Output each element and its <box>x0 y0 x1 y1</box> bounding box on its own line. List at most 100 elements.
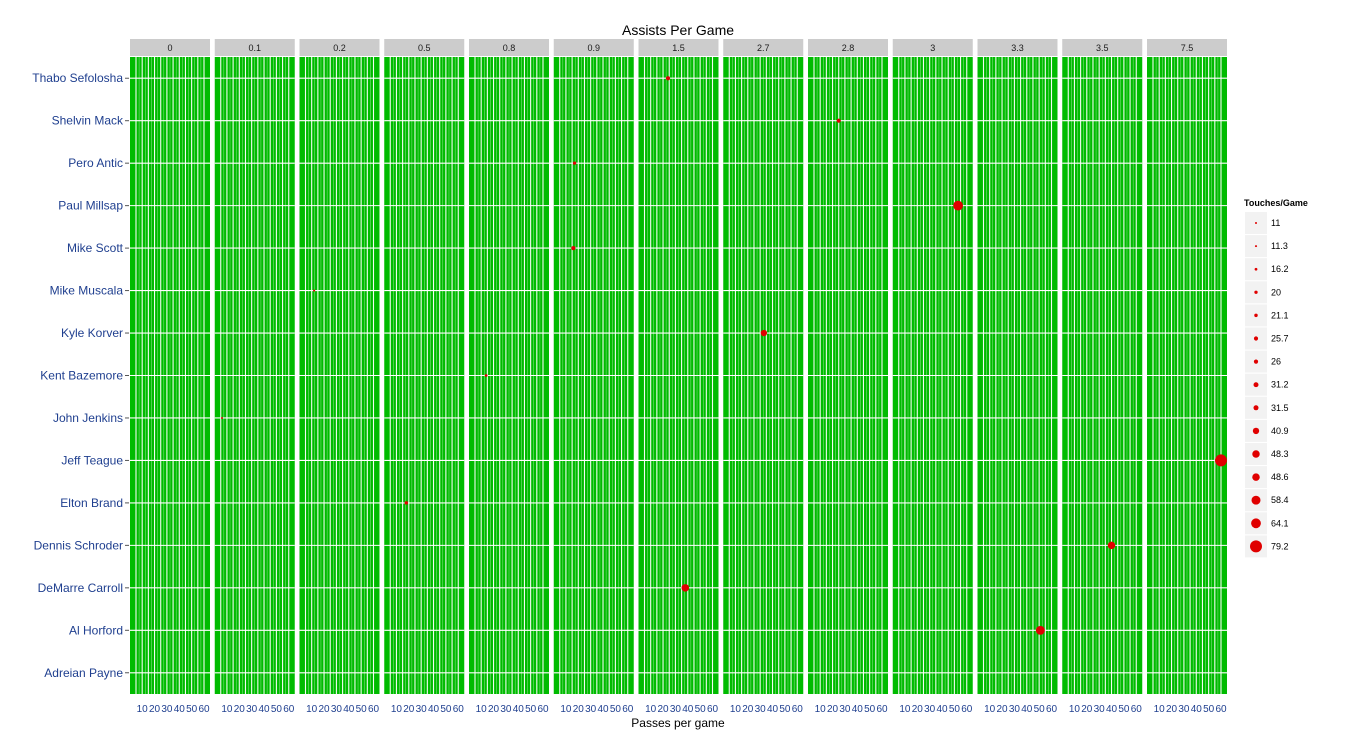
x-tick-label: 50 <box>525 704 537 715</box>
facet-panel: 7.5 10 20 30 40 50 60 <box>1147 39 1227 715</box>
legend-key-point <box>1253 405 1259 411</box>
size-legend: Touches/Game 11 11.3 16.2 20 21.1 25.7 26 31.2 3… <box>1244 198 1308 558</box>
x-tick-label: 40 <box>428 704 440 715</box>
x-tick-label: 40 <box>682 704 694 715</box>
facet-panel: 0.1 10 20 30 40 50 60 <box>214 39 295 715</box>
x-tick-label: 40 <box>1021 704 1033 715</box>
facet-strip <box>638 39 719 56</box>
legend-key-label: 21.1 <box>1271 310 1289 320</box>
facet-panel: 2.8 10 20 30 40 50 60 <box>808 39 888 715</box>
x-tick-label: 30 <box>416 704 428 715</box>
data-point <box>484 374 488 377</box>
x-tick-label: 40 <box>174 704 186 715</box>
y-tick-label: Thabo Sefolosha <box>32 71 123 85</box>
facet-strip <box>1147 39 1227 56</box>
x-tick-label: 50 <box>779 704 791 715</box>
x-tick-label: 20 <box>1081 704 1093 715</box>
x-tick-label: 30 <box>839 704 851 715</box>
legend-key-point <box>1255 222 1257 224</box>
data-point <box>220 416 223 419</box>
x-tick-label: 10 <box>221 704 233 715</box>
x-tick-label: 60 <box>876 704 888 715</box>
x-tick-label: 20 <box>318 704 330 715</box>
x-tick-label: 50 <box>864 704 876 715</box>
x-tick-label: 40 <box>936 704 948 715</box>
facet-strip-label: 0.1 <box>248 43 261 53</box>
x-tick-label: 30 <box>246 704 258 715</box>
legend-key-label: 25.7 <box>1271 334 1289 344</box>
facet-panel: 0.8 10 20 30 40 50 60 <box>469 39 549 715</box>
x-tick-label: 10 <box>137 704 149 715</box>
y-tick-label: John Jenkins <box>53 411 123 425</box>
data-point <box>572 161 577 165</box>
legend-key-point <box>1252 473 1260 481</box>
legend-key-point <box>1251 495 1261 505</box>
legend-key-point <box>1251 518 1261 529</box>
facet-strip <box>723 39 804 56</box>
x-tick-label: 60 <box>622 704 634 715</box>
legend-key-label: 26 <box>1271 357 1281 367</box>
x-tick-label: 20 <box>234 704 246 715</box>
y-tick-label: Kent Bazemore <box>40 369 123 383</box>
legend-key-point <box>1250 540 1262 553</box>
x-tick-label: 40 <box>513 704 525 715</box>
x-tick-label: 10 <box>730 704 742 715</box>
x-tick-label: 50 <box>1034 704 1046 715</box>
x-tick-label: 40 <box>1191 704 1203 715</box>
y-tick-label: Kyle Korver <box>61 326 123 340</box>
facet-panel: 3.5 10 20 30 40 50 60 <box>1062 39 1143 715</box>
y-tick-label: Dennis Schroder <box>34 538 123 552</box>
legend-key-label: 31.2 <box>1271 380 1289 390</box>
x-tick-label: 60 <box>198 704 210 715</box>
x-tick-label: 60 <box>368 704 380 715</box>
x-tick-label: 60 <box>1215 704 1227 715</box>
legend-key-label: 11.3 <box>1271 241 1288 251</box>
x-tick-label: 40 <box>258 704 270 715</box>
facet-strip <box>892 39 973 56</box>
facet-panels: 010 20 30 40 50 600.110 20 30 40 50 600.210 20 30 40 5… <box>130 39 1227 715</box>
data-point <box>760 329 768 337</box>
x-tick-label: 20 <box>1166 704 1178 715</box>
x-tick-label: 50 <box>271 704 283 715</box>
facet-strip <box>808 39 888 56</box>
x-tick-label: 10 <box>306 704 318 715</box>
facet-panel: 3 10 20 30 40 50 60 <box>892 39 973 715</box>
legend-key-label: 79.2 <box>1271 541 1289 551</box>
facet-strip-label: 3.3 <box>1011 43 1024 53</box>
y-tick-label: Jeff Teague <box>61 453 123 467</box>
facet-strip-label: 2.8 <box>842 43 855 53</box>
facet-strip-label: 0 <box>167 43 172 53</box>
data-point <box>681 584 690 592</box>
x-tick-label: 20 <box>912 704 924 715</box>
x-tick-label: 60 <box>537 704 549 715</box>
x-tick-label: 10 <box>476 704 488 715</box>
facet-strip <box>384 39 465 56</box>
x-tick-label: 30 <box>585 704 597 715</box>
data-point <box>1107 541 1116 550</box>
facet-panel: 0.5 10 20 30 40 50 60 <box>384 39 465 715</box>
legend-key-point <box>1254 245 1258 248</box>
facet-panel: 0.2 10 20 30 40 50 60 <box>299 39 380 715</box>
facet-strip-label: 3.5 <box>1096 43 1109 53</box>
x-tick-label: 50 <box>1118 704 1130 715</box>
x-tick-label: 20 <box>827 704 839 715</box>
x-tick-label: 60 <box>453 704 465 715</box>
x-tick-label: 50 <box>1203 704 1215 715</box>
x-tick-label: 50 <box>440 704 452 715</box>
legend-key-point <box>1254 290 1258 294</box>
legend-key-label: 64.1 <box>1271 518 1289 528</box>
x-tick-label: 20 <box>488 704 500 715</box>
x-tick-label: 10 <box>899 704 911 715</box>
x-tick-label: 30 <box>1094 704 1106 715</box>
x-tick-label: 40 <box>343 704 355 715</box>
x-tick-label: 10 <box>391 704 403 715</box>
data-point <box>836 118 841 123</box>
y-tick-label: Adreian Payne <box>44 666 123 680</box>
legend-key-point <box>1252 450 1260 458</box>
y-tick-label: Pero Antic <box>68 156 123 170</box>
data-point <box>313 289 316 292</box>
x-tick-label: 50 <box>695 704 707 715</box>
facet-strip-label: 3 <box>930 43 935 53</box>
x-tick-label: 60 <box>1131 704 1143 715</box>
